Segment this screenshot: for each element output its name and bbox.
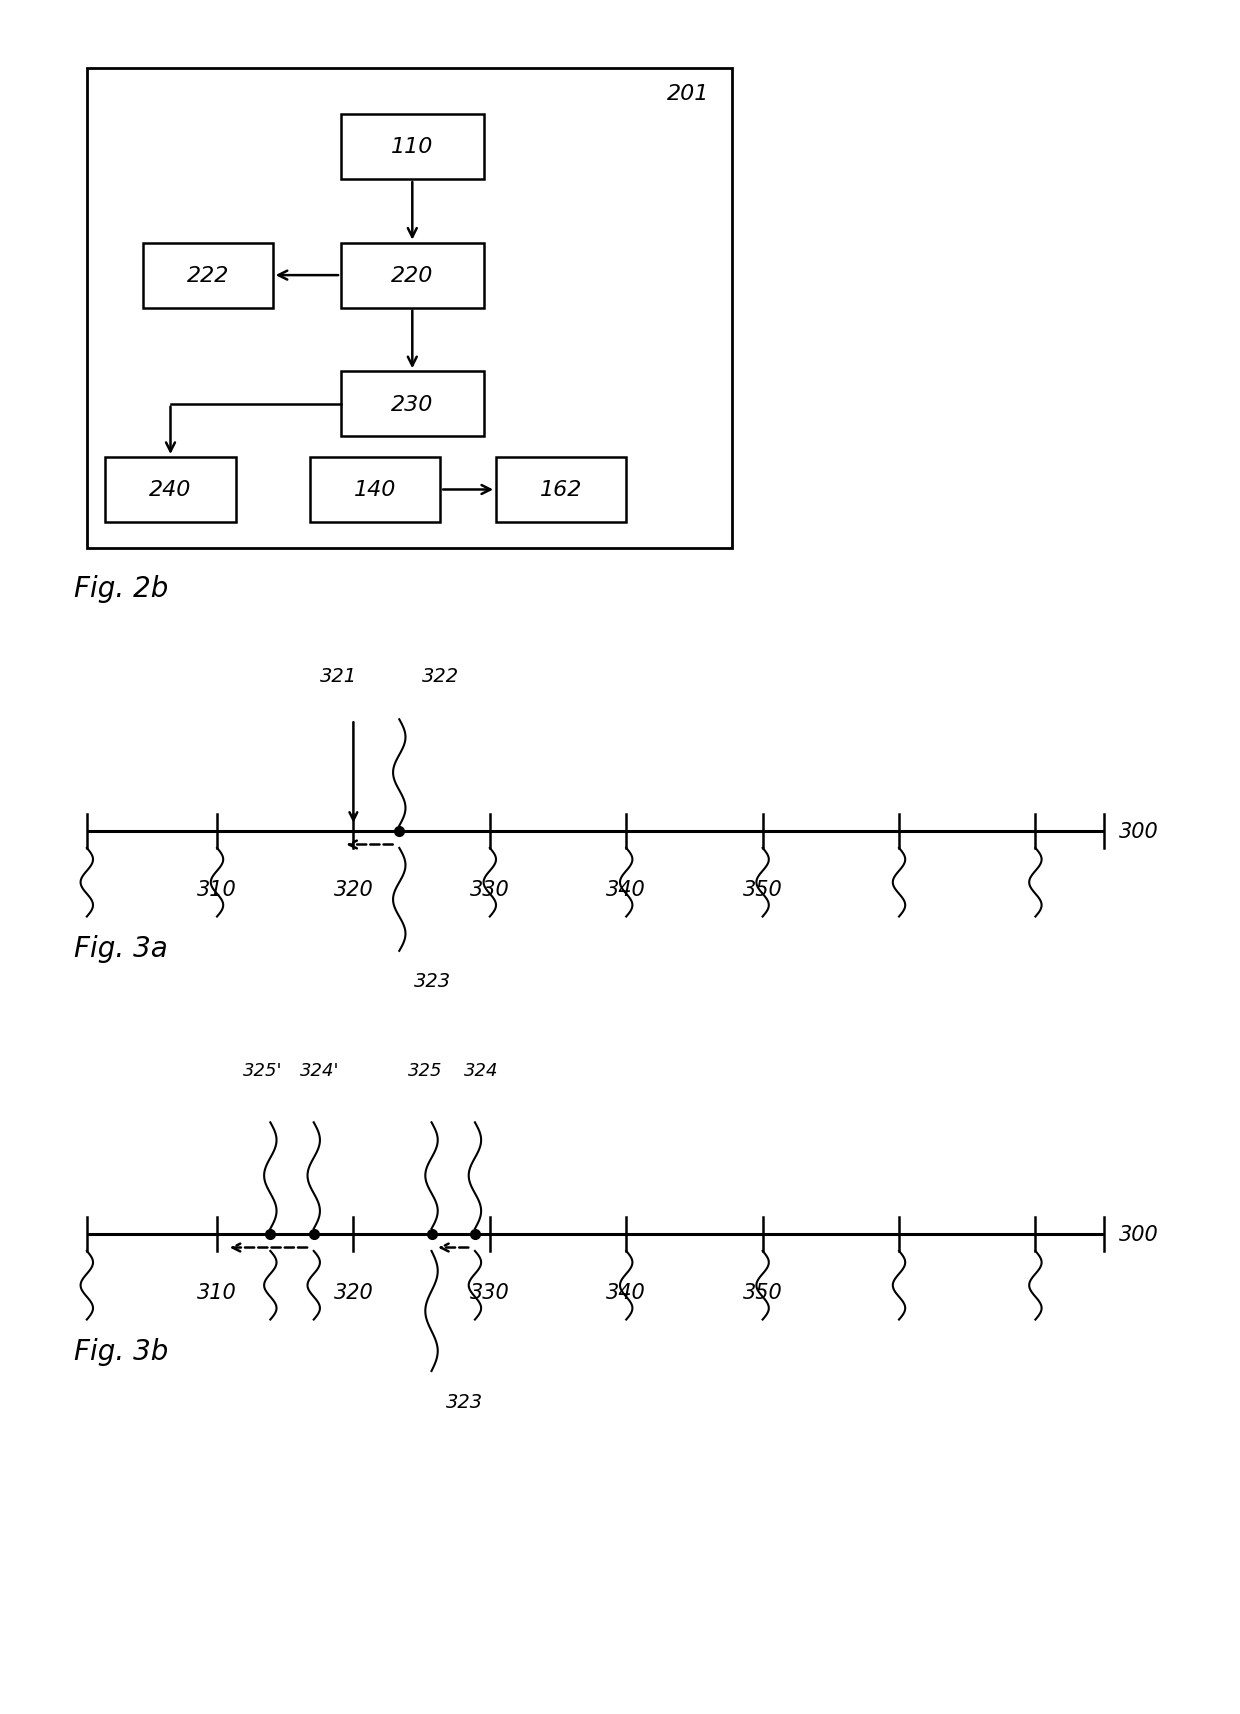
Text: Fig. 2b: Fig. 2b bbox=[74, 574, 169, 602]
FancyBboxPatch shape bbox=[341, 372, 484, 437]
Text: 350: 350 bbox=[743, 879, 782, 900]
Text: 140: 140 bbox=[353, 480, 397, 500]
Text: Fig. 3b: Fig. 3b bbox=[74, 1337, 169, 1364]
Text: 220: 220 bbox=[391, 266, 434, 286]
Text: 323: 323 bbox=[446, 1392, 484, 1411]
Text: 240: 240 bbox=[149, 480, 192, 500]
Text: Fig. 3a: Fig. 3a bbox=[74, 934, 169, 962]
Text: 321: 321 bbox=[320, 667, 357, 686]
Text: 340: 340 bbox=[606, 1282, 646, 1303]
Text: 310: 310 bbox=[197, 1282, 237, 1303]
FancyBboxPatch shape bbox=[341, 115, 484, 180]
Text: 350: 350 bbox=[743, 1282, 782, 1303]
FancyBboxPatch shape bbox=[105, 458, 236, 523]
Text: 320: 320 bbox=[334, 1282, 373, 1303]
Text: 310: 310 bbox=[197, 879, 237, 900]
Text: 322: 322 bbox=[422, 667, 459, 686]
Text: 162: 162 bbox=[539, 480, 583, 500]
Text: 201: 201 bbox=[667, 84, 709, 105]
FancyBboxPatch shape bbox=[143, 243, 273, 309]
Text: 330: 330 bbox=[470, 1282, 510, 1303]
Text: 230: 230 bbox=[391, 394, 434, 415]
Text: 330: 330 bbox=[470, 879, 510, 900]
Text: 300: 300 bbox=[1118, 1224, 1158, 1244]
FancyBboxPatch shape bbox=[496, 458, 626, 523]
FancyBboxPatch shape bbox=[341, 243, 484, 309]
FancyBboxPatch shape bbox=[87, 69, 732, 548]
Text: 222: 222 bbox=[186, 266, 229, 286]
Text: 300: 300 bbox=[1118, 821, 1158, 842]
FancyBboxPatch shape bbox=[310, 458, 440, 523]
Text: 324': 324' bbox=[300, 1063, 340, 1080]
Text: 110: 110 bbox=[391, 137, 434, 158]
Text: 325': 325' bbox=[243, 1063, 283, 1080]
Text: 320: 320 bbox=[334, 879, 373, 900]
Text: 324: 324 bbox=[464, 1063, 498, 1080]
Text: 325: 325 bbox=[408, 1063, 443, 1080]
Text: 340: 340 bbox=[606, 879, 646, 900]
Text: 323: 323 bbox=[414, 972, 451, 991]
